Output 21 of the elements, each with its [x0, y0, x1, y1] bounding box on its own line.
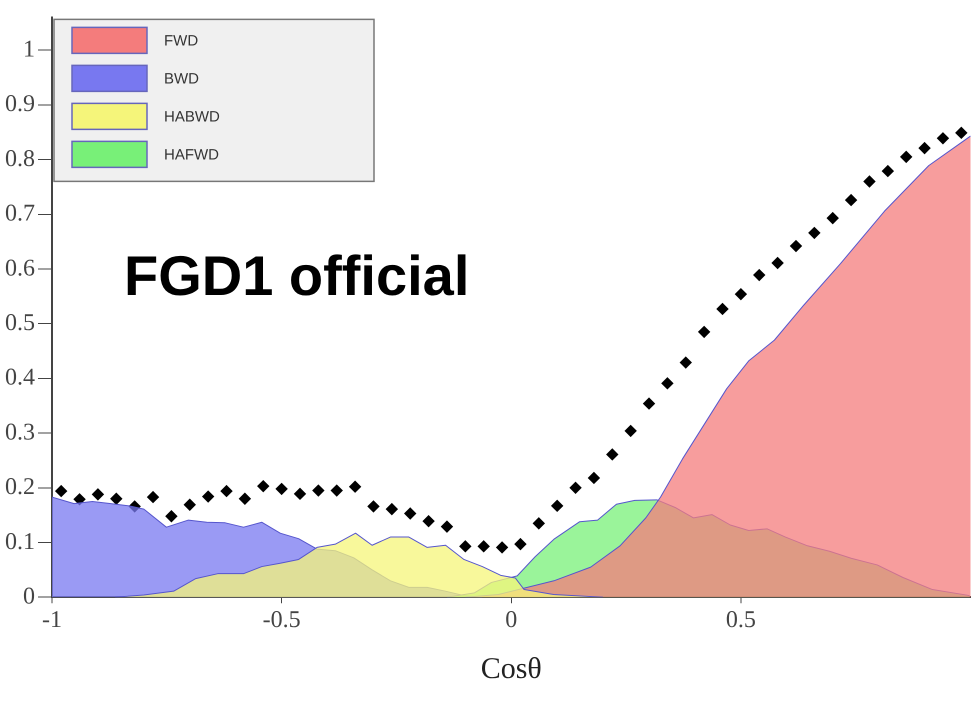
legend-label: HABWD — [164, 108, 220, 126]
y-tick-label: 0 — [23, 583, 35, 610]
y-tick-label: 0.4 — [5, 364, 35, 391]
annotation: FGD1 official — [124, 244, 470, 307]
y-tick-label: 0.1 — [5, 528, 35, 555]
legend-label: FWD — [164, 32, 198, 50]
legend-label: BWD — [164, 70, 200, 88]
x-tick-label: 0.5 — [726, 606, 756, 633]
legend-label: HAFWD — [164, 146, 220, 164]
y-tick-label: 0.7 — [5, 200, 35, 227]
y-tick-label: 0.9 — [5, 91, 35, 118]
y-tick-label: 0.6 — [5, 255, 35, 282]
x-tick-label: 0 — [505, 606, 518, 633]
x-axis-title: Cosθ — [480, 652, 542, 685]
y-tick-label: 0.8 — [5, 146, 35, 172]
y-tick-label: 1 — [23, 36, 35, 63]
x-tick-label: -0.5 — [262, 606, 301, 633]
y-tick-label: 0.2 — [5, 474, 35, 500]
y-tick-label: 0.3 — [5, 419, 35, 446]
x-tick-label: -1 — [42, 606, 62, 633]
y-tick-label: 0.5 — [5, 310, 35, 336]
